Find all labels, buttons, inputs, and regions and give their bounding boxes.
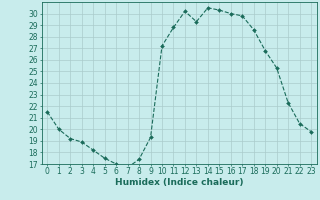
X-axis label: Humidex (Indice chaleur): Humidex (Indice chaleur): [115, 178, 244, 187]
